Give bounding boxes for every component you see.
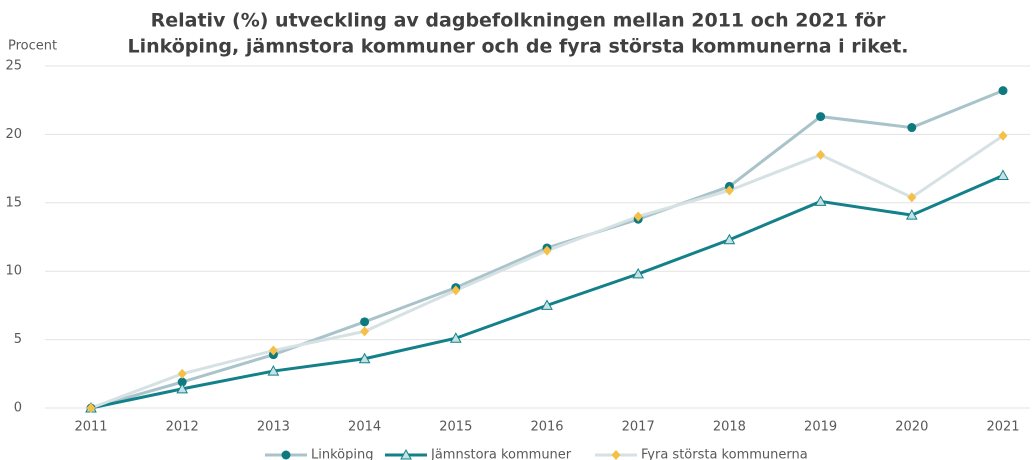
x-tick-label: 2015 (439, 420, 472, 435)
marker (451, 285, 461, 296)
x-tick-label: 2016 (530, 420, 563, 435)
marker (724, 185, 734, 196)
marker (177, 368, 187, 379)
marker (814, 195, 827, 206)
marker (907, 192, 917, 203)
y-tick-label: 25 (5, 59, 22, 74)
marker (281, 450, 291, 460)
marker (997, 169, 1009, 180)
marker (358, 352, 371, 364)
marker (268, 345, 278, 356)
marker (449, 332, 462, 343)
x-tick-label: 2017 (622, 420, 655, 435)
y-tick-label: 0 (14, 401, 22, 416)
x-tick-label: 2018 (713, 420, 746, 435)
marker (542, 245, 552, 256)
legend-item: Fyra största kommunerna (595, 448, 808, 460)
x-tick-label: 2013 (257, 420, 290, 435)
marker (360, 317, 370, 327)
legend-item: Linköping (265, 448, 373, 460)
marker (816, 112, 826, 122)
chart-title: Linköping, jämnstora kommuner och de fyr… (127, 36, 908, 58)
marker (723, 233, 736, 245)
x-tick-label: 2019 (804, 420, 837, 435)
chart-title: Relativ (%) utveckling av dagbefolkninge… (151, 10, 886, 32)
y-tick-label: 10 (5, 264, 22, 279)
series-line (90, 174, 1004, 410)
marker (360, 326, 370, 337)
marker (633, 211, 643, 222)
legend-item: Jämnstora kommuner (385, 448, 572, 460)
x-tick-label: 2014 (348, 420, 381, 435)
marker (905, 209, 918, 220)
y-tick-label: 20 (5, 127, 22, 142)
marker (611, 450, 621, 460)
marker (86, 403, 96, 413)
marker (400, 448, 412, 460)
y-tick-label: 5 (14, 332, 22, 347)
marker (998, 130, 1008, 141)
x-tick-label: 2011 (74, 420, 107, 435)
x-tick-label: 2021 (986, 420, 1019, 435)
marker (267, 365, 280, 376)
legend-label: Jämnstora kommuner (430, 448, 572, 460)
x-tick-label: 2020 (895, 420, 928, 435)
y-axis-label: Procent (8, 39, 57, 54)
legend-label: Fyra största kommunerna (641, 448, 808, 460)
x-tick-label: 2012 (166, 420, 199, 435)
marker (998, 86, 1008, 96)
marker (176, 382, 189, 394)
marker (177, 377, 187, 387)
marker (632, 267, 645, 279)
marker (816, 149, 826, 160)
marker (907, 123, 917, 133)
y-tick-label: 15 (5, 195, 22, 210)
legend-label: Linköping (311, 448, 373, 460)
marker (541, 299, 553, 310)
